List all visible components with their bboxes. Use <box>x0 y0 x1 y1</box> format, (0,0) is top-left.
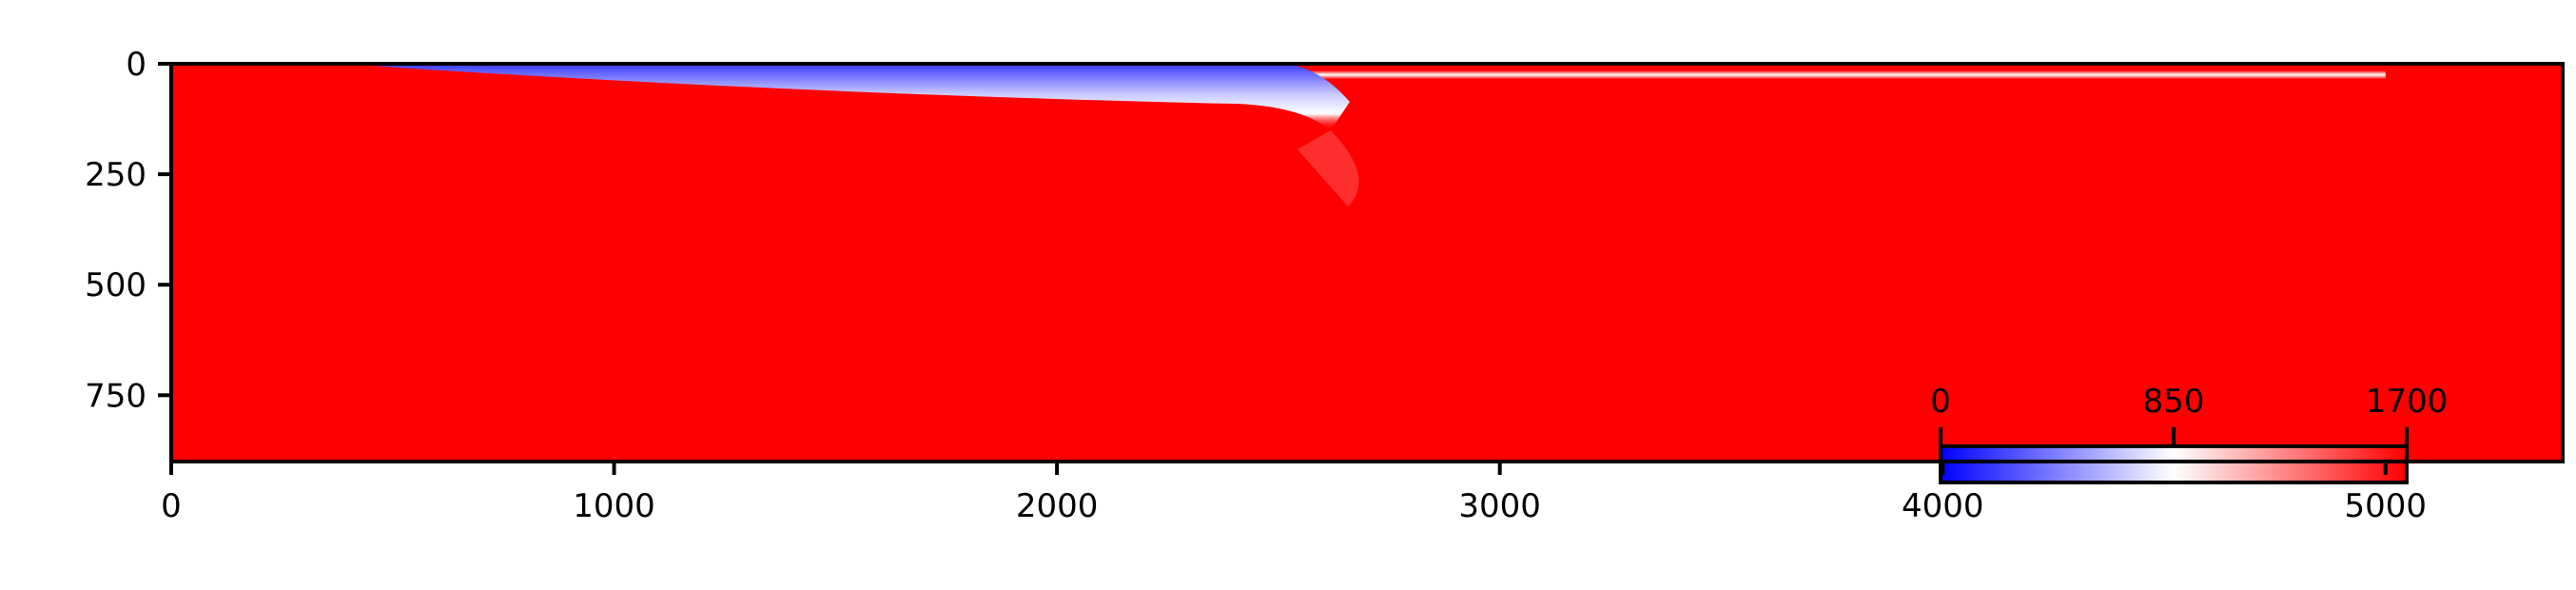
x-tick-label: 5000 <box>2345 487 2428 525</box>
y-tick-label: 500 <box>85 266 146 305</box>
plot-area <box>171 64 2563 462</box>
x-tick-label: 3000 <box>1458 487 1541 525</box>
y-tick-label: 750 <box>85 377 146 415</box>
colorbar-tick-label: 850 <box>2143 383 2205 421</box>
heatmap-features <box>348 64 2386 206</box>
x-tick-label: 1000 <box>573 487 655 525</box>
colorbar-ticks: 0 850 1700 <box>1930 383 2448 446</box>
colorbar-gradient <box>1939 444 2409 484</box>
y-tick-label: 0 <box>126 46 146 84</box>
y-tick-label: 250 <box>85 156 146 194</box>
feature-arc-fan <box>1297 130 1359 206</box>
heatmap-background <box>171 64 2563 462</box>
x-tick-label: 0 <box>161 487 182 525</box>
x-axis: 0 1000 2000 3000 4000 5000 <box>161 462 2427 525</box>
feature-shallow-layer <box>348 64 1350 130</box>
y-axis: 0 250 500 750 <box>85 46 171 415</box>
colorbar: 0 850 1700 <box>1930 383 2448 484</box>
colorbar-tick-label: 0 <box>1930 383 1951 421</box>
x-tick-label: 2000 <box>1016 487 1099 525</box>
axes-frame <box>169 62 2565 463</box>
x-tick-label: 4000 <box>1902 487 1984 525</box>
feature-near-surface-strip <box>1278 69 2386 80</box>
colorbar-tick-label: 1700 <box>2366 383 2449 421</box>
